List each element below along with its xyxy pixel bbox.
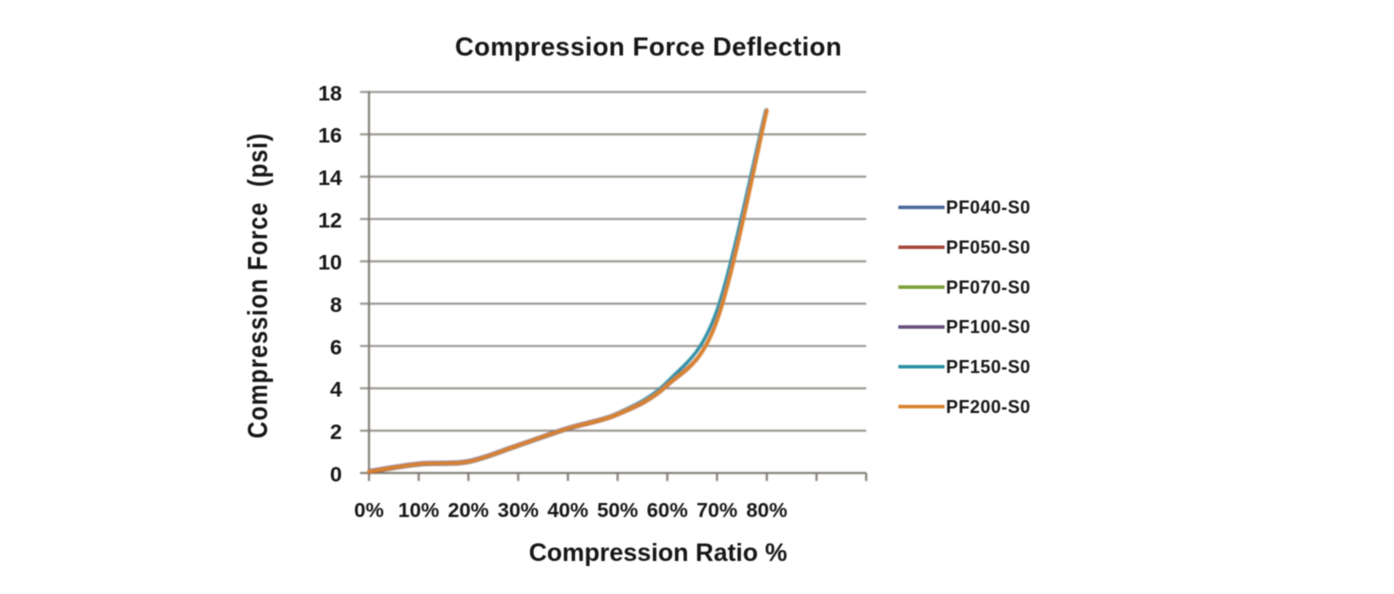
svg-text:0: 0	[330, 463, 342, 487]
svg-text:10%: 10%	[398, 499, 439, 522]
svg-text:6: 6	[330, 335, 342, 359]
svg-text:50%: 50%	[597, 499, 638, 522]
svg-text:60%: 60%	[647, 499, 688, 522]
svg-text:16: 16	[318, 124, 342, 148]
svg-text:PF040-S0: PF040-S0	[946, 198, 1031, 218]
svg-text:14: 14	[318, 166, 342, 190]
svg-text:70%: 70%	[696, 499, 737, 522]
svg-text:Compression Force Deflection: Compression Force Deflection	[455, 32, 842, 62]
svg-text:PF200-S0: PF200-S0	[946, 397, 1031, 417]
svg-text:2: 2	[330, 420, 342, 444]
svg-text:0%: 0%	[354, 499, 384, 522]
svg-text:10: 10	[318, 251, 342, 275]
svg-text:18: 18	[318, 81, 342, 105]
svg-text:PF150-S0: PF150-S0	[946, 357, 1031, 377]
svg-text:80%: 80%	[746, 499, 787, 522]
svg-text:PF100-S0: PF100-S0	[946, 317, 1031, 337]
svg-text:PF070-S0: PF070-S0	[946, 277, 1031, 297]
svg-text:30%: 30%	[498, 499, 539, 522]
svg-text:40%: 40%	[547, 499, 588, 522]
svg-text:8: 8	[330, 293, 342, 317]
svg-text:Compression Ratio %: Compression Ratio %	[529, 539, 787, 567]
svg-text:Compression Force (psi): Compression Force (psi)	[243, 133, 273, 439]
svg-text:12: 12	[318, 208, 342, 232]
svg-text:PF050-S0: PF050-S0	[946, 238, 1031, 258]
svg-text:20%: 20%	[448, 499, 489, 522]
svg-text:4: 4	[330, 378, 342, 402]
